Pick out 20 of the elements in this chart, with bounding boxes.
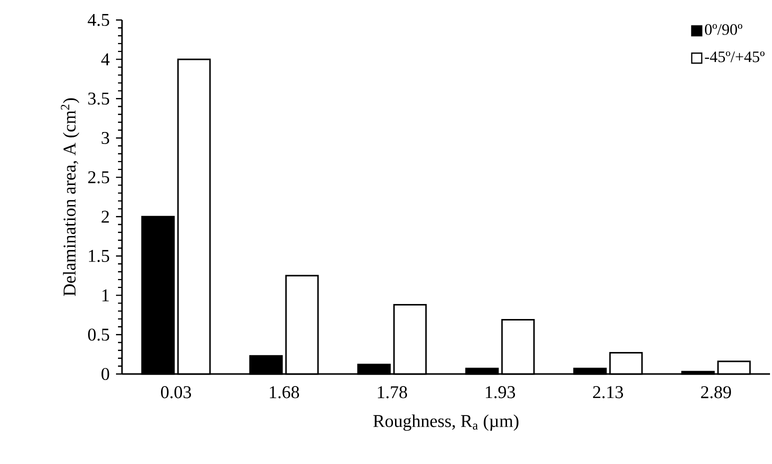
x-tick-label: 2.13 bbox=[593, 386, 623, 398]
x-tick-label: 2.89 bbox=[701, 386, 731, 398]
y-tick-label: 1.5 bbox=[88, 250, 110, 262]
x-tick-label: 1.78 bbox=[378, 386, 408, 398]
x-tick-label: 0.03 bbox=[161, 386, 191, 398]
y-tick-label: 1 bbox=[102, 289, 109, 302]
y-tick-label: 2.5 bbox=[88, 171, 110, 184]
x-tick-label: 1.68 bbox=[270, 386, 300, 398]
y-tick-label: 0 bbox=[102, 368, 110, 380]
y-tick-label: 3.5 bbox=[88, 92, 110, 105]
y-tick-label: 4 bbox=[101, 53, 110, 66]
y-tick-label: 2 bbox=[102, 210, 109, 223]
x-tick-label: 1.93 bbox=[486, 386, 515, 398]
y-axis-title: Delamination area, A (cm$^{2}$) bbox=[60, 98, 80, 296]
x-axis-title: Roughness, R$_{a}$ (µm) bbox=[373, 414, 518, 431]
legend-label: 0º/90º bbox=[704, 24, 742, 35]
y-tick-label: 0.5 bbox=[88, 328, 110, 341]
y-tick-label: 4.5 bbox=[88, 14, 110, 26]
y-tick-label: 3 bbox=[102, 132, 110, 144]
legend-label: -45º/+45º bbox=[704, 51, 765, 62]
